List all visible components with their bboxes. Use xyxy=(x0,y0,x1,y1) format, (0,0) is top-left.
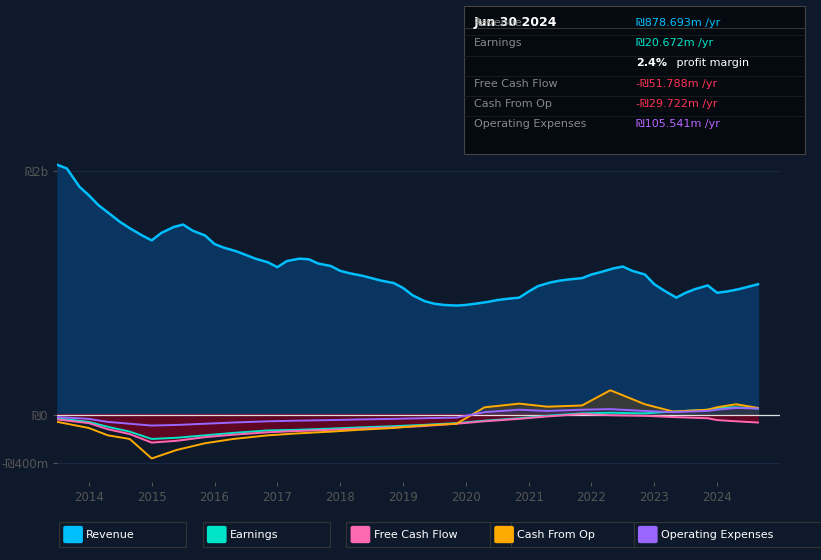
Text: Revenue: Revenue xyxy=(474,18,522,28)
Text: ₪878.693m /yr: ₪878.693m /yr xyxy=(636,18,721,28)
Text: Revenue: Revenue xyxy=(86,530,135,540)
Text: 2.4%: 2.4% xyxy=(636,58,667,68)
Text: profit margin: profit margin xyxy=(673,58,750,68)
Text: Operating Expenses: Operating Expenses xyxy=(661,530,773,540)
Text: Earnings: Earnings xyxy=(230,530,278,540)
Text: Operating Expenses: Operating Expenses xyxy=(474,119,586,129)
Text: Free Cash Flow: Free Cash Flow xyxy=(474,78,557,88)
Text: -₪51.788m /yr: -₪51.788m /yr xyxy=(636,78,718,88)
Text: Jun 30 2024: Jun 30 2024 xyxy=(474,16,557,29)
Text: Free Cash Flow: Free Cash Flow xyxy=(374,530,457,540)
Text: -₪29.722m /yr: -₪29.722m /yr xyxy=(636,99,718,109)
Text: Cash From Op: Cash From Op xyxy=(517,530,595,540)
Text: Earnings: Earnings xyxy=(474,38,522,48)
Text: Cash From Op: Cash From Op xyxy=(474,99,552,109)
Text: ₪20.672m /yr: ₪20.672m /yr xyxy=(636,38,713,48)
Text: ₪105.541m /yr: ₪105.541m /yr xyxy=(636,119,720,129)
